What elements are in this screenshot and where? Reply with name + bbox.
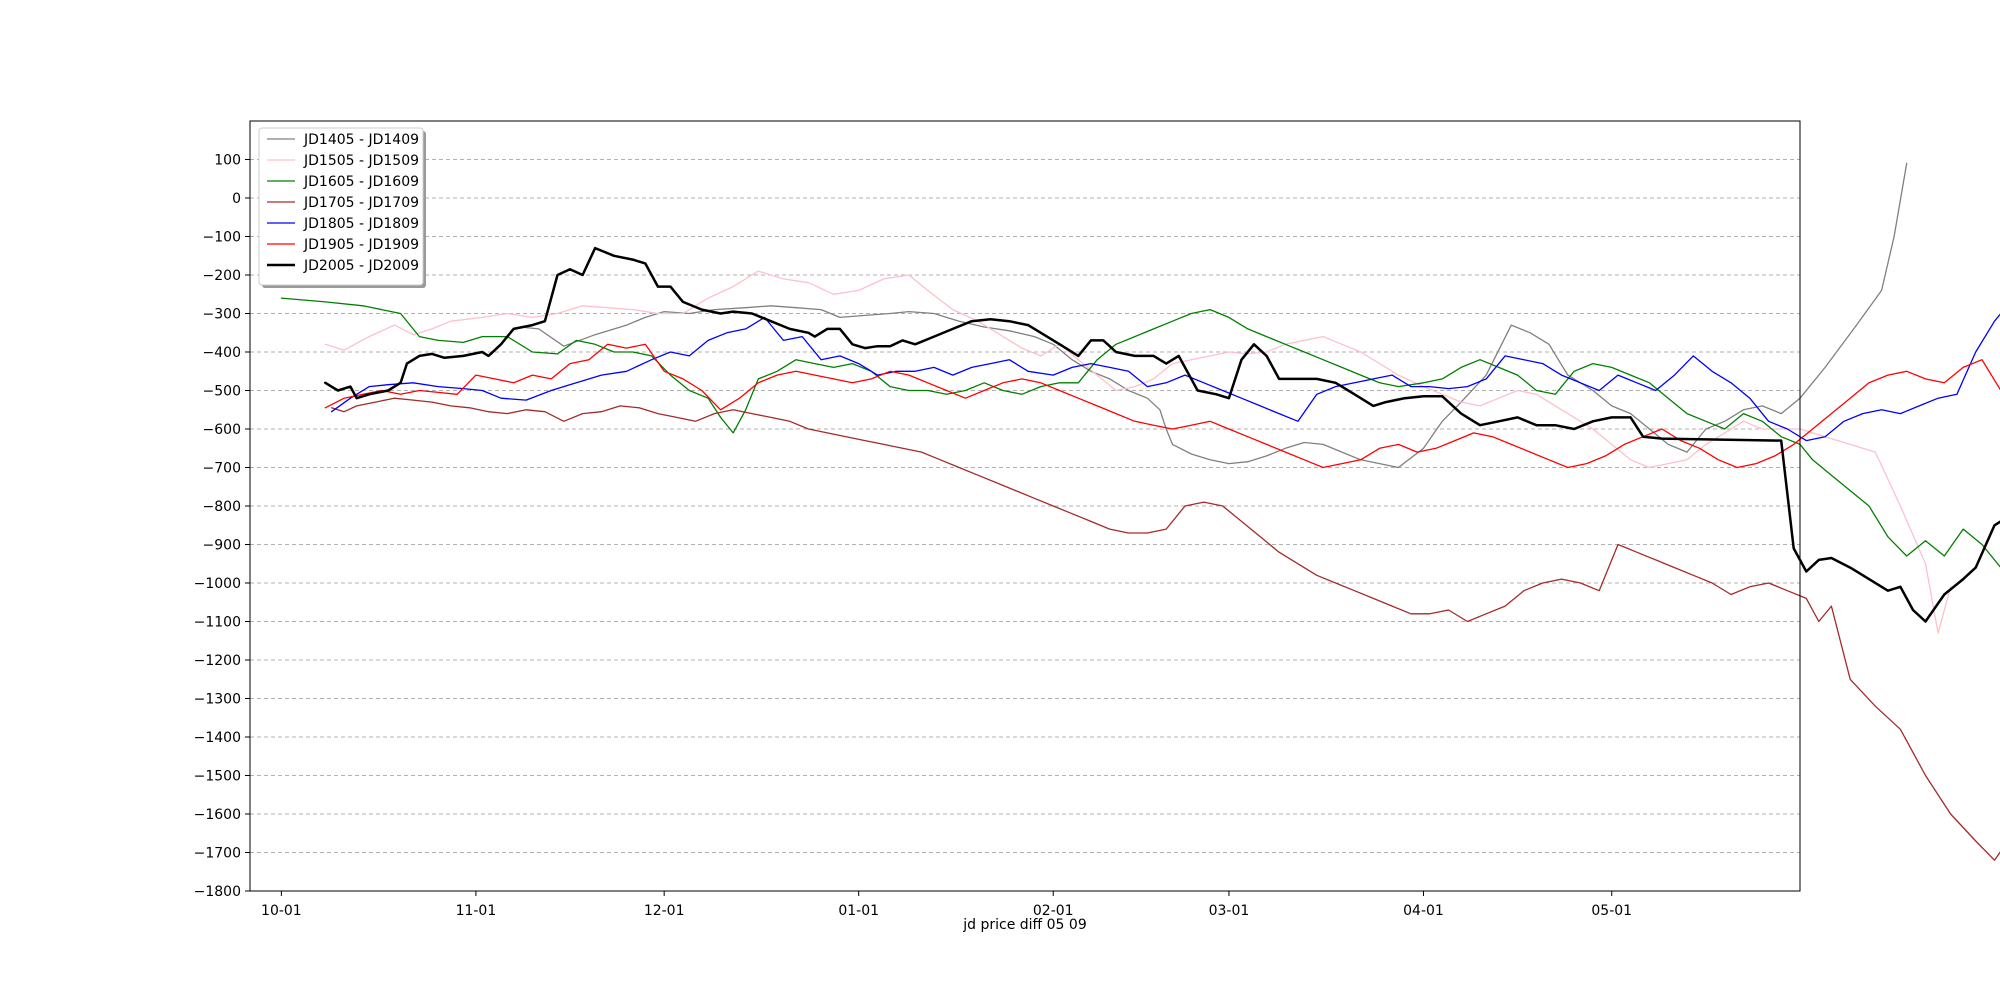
legend-entry: JD1905 - JD1909 xyxy=(303,237,419,253)
legend-entry: JD1805 - JD1809 xyxy=(303,216,419,232)
x-tick-label: 02-01 xyxy=(1033,903,1074,919)
x-tick-label: 04-01 xyxy=(1403,903,1444,919)
x-tick-label: 10-01 xyxy=(261,903,302,919)
y-tick-label: −1700 xyxy=(194,846,241,862)
x-tick-label: 03-01 xyxy=(1209,903,1250,919)
y-tick-label: −200 xyxy=(203,268,241,284)
y-tick-label: 0 xyxy=(232,191,241,207)
series-line-jd2005-jd2009 xyxy=(324,246,2000,623)
x-tick-label: 01-01 xyxy=(838,903,879,919)
series-lines xyxy=(280,162,2000,861)
legend-entry: JD2005 - JD2009 xyxy=(303,258,419,274)
y-tick-label: −1200 xyxy=(194,653,241,669)
y-tick-label: −700 xyxy=(203,461,241,477)
y-tick-label: −1000 xyxy=(194,576,241,592)
x-tick-label: 12-01 xyxy=(644,903,685,919)
y-tick-label: −800 xyxy=(203,499,241,515)
x-axis: 10-01 11-01 12-01 01-01 02-01 03-01 04-01 05-01 xyxy=(261,891,1632,919)
x-tick-label: 11-01 xyxy=(456,903,497,919)
y-tick-label: −900 xyxy=(203,538,241,554)
y-tick-label: −1600 xyxy=(194,807,241,823)
grid-lines xyxy=(250,159,1800,892)
series-line-jd1505-jd1509 xyxy=(324,270,1952,634)
y-tick-label: −1800 xyxy=(194,884,241,900)
series-line-jd1605-jd1609 xyxy=(280,297,2000,568)
y-tick-label: −300 xyxy=(203,307,241,323)
series-line-jd1705-jd1709 xyxy=(330,397,2000,861)
y-tick-label: −1300 xyxy=(194,692,241,708)
series-line-jd1805-jd1809 xyxy=(330,313,2000,442)
series-line-jd1405-jd1409 xyxy=(519,162,1908,469)
y-tick-label: −100 xyxy=(203,230,241,246)
legend-entry: JD1505 - JD1509 xyxy=(303,153,419,169)
y-tick-label: −600 xyxy=(203,422,241,438)
legend: JD1405 - JD1409 JD1505 - JD1509 JD1605 - J… xyxy=(258,127,426,288)
y-axis: 100 0 −100 −200 −300 −400 −500 −600 −700 −800 −900… xyxy=(194,153,250,900)
x-tick-label: 05-01 xyxy=(1591,903,1632,919)
legend-box xyxy=(258,127,424,286)
y-tick-label: 100 xyxy=(214,153,241,169)
y-tick-label: −500 xyxy=(203,384,241,400)
legend-entry: JD1405 - JD1409 xyxy=(303,132,419,148)
y-tick-label: −1500 xyxy=(194,769,241,785)
y-tick-label: −1100 xyxy=(194,615,241,631)
legend-entry: JD1605 - JD1609 xyxy=(303,174,419,190)
x-axis-label: jd price diff 05 09 xyxy=(962,917,1086,933)
legend-entry: JD1705 - JD1709 xyxy=(303,195,419,211)
y-tick-label: −1400 xyxy=(194,730,241,746)
y-tick-label: −400 xyxy=(203,345,241,361)
